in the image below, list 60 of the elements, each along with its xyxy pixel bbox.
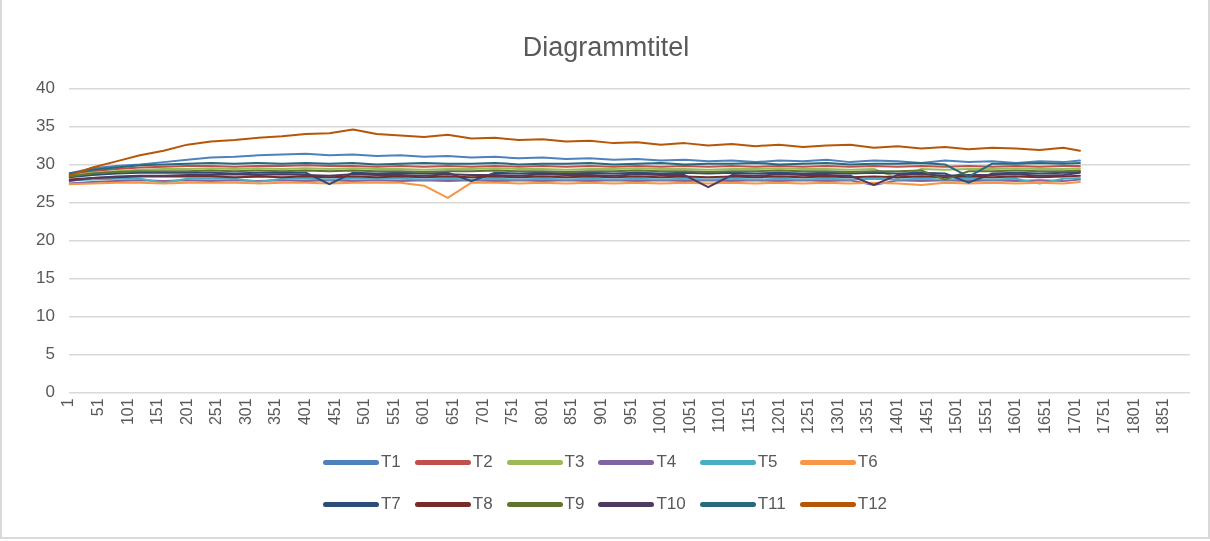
x-tick-label: 651 [444,398,462,426]
x-tick-label: 1351 [858,398,876,434]
x-tick-label: 551 [384,398,402,426]
x-tick-label: 1551 [976,398,994,434]
x-tick-label: 1301 [828,398,846,434]
x-tick-label: 101 [118,398,136,426]
x-tick-label: 951 [621,398,639,426]
y-tick-label: 35 [35,116,55,136]
legend-label: T9 [564,494,585,514]
x-tick-label: 51 [88,398,106,417]
x-tick-label: 901 [592,398,610,426]
legend-label: T3 [564,452,585,472]
legend-label: T5 [757,452,778,472]
y-tick-label: 20 [35,230,55,250]
x-tick-label: 1101 [710,398,728,433]
y-tick-label: 10 [35,306,55,326]
x-tick-label: 701 [473,398,491,426]
x-tick-label: 201 [177,398,195,426]
y-tick-label: 40 [35,78,55,98]
x-tick-label: 151 [148,398,166,426]
x-tick-label: 1451 [917,398,935,434]
x-tick-label: 1651 [1035,398,1053,434]
legend-label: T11 [757,494,786,514]
x-tick-label: 1801 [1124,398,1142,434]
x-tick-label: 1601 [1006,398,1024,434]
legend-label: T12 [857,494,888,514]
x-tick-label: 251 [207,398,225,426]
x-tick-label: 1751 [1095,398,1113,434]
x-tick-label: 301 [236,398,254,426]
x-tick-label: 1151 [740,398,758,433]
y-tick-label: 0 [45,382,55,402]
x-tick-label: 1001 [651,398,669,434]
x-tick-label: 1051 [680,398,698,434]
x-tick-label: 1501 [947,398,965,434]
legend-label: T8 [472,494,493,514]
legend-label: T4 [656,452,677,472]
x-tick-label: 1201 [769,398,787,434]
legend-label: T7 [380,494,401,514]
y-tick-label: 25 [35,192,55,212]
x-tick-label: 501 [355,398,373,426]
legend-label: T6 [857,452,878,472]
y-tick-label: 15 [35,268,55,288]
x-tick-label: 751 [503,398,521,426]
x-tick-label: 1851 [1154,398,1172,434]
legend-label: T1 [380,452,401,472]
y-tick-label: 30 [35,154,55,174]
x-tick-label: 601 [414,398,432,426]
x-tick-label: 1 [59,398,77,408]
x-tick-label: 401 [296,398,314,426]
legend-label: T10 [656,494,686,514]
x-tick-label: 801 [532,398,550,426]
x-tick-label: 1701 [1065,398,1083,434]
y-tick-label: 5 [45,344,55,364]
x-tick-label: 1251 [799,398,817,434]
x-tick-label: 851 [562,398,580,426]
x-tick-label: 1401 [888,398,905,434]
x-tick-label: 351 [266,398,284,426]
x-tick-label: 451 [325,398,343,426]
chart-title: Diagrammtitel [522,31,690,62]
legend-label: T2 [472,452,493,472]
